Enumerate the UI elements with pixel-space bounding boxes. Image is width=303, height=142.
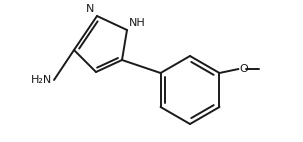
Text: H₂N: H₂N (31, 75, 52, 85)
Text: N: N (86, 4, 94, 14)
Text: O: O (239, 64, 248, 74)
Text: NH: NH (129, 18, 146, 28)
